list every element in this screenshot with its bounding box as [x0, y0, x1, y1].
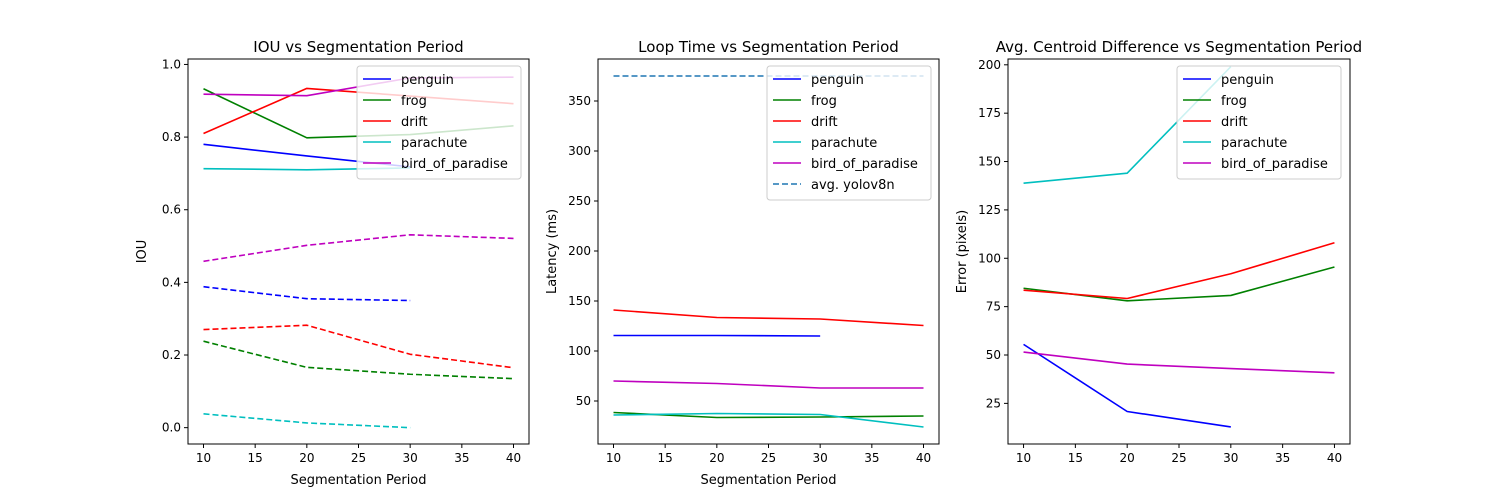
legend-label: avg. yolov8n [811, 178, 895, 193]
x-tick-label: 30 [1223, 451, 1238, 465]
legend-label: penguin [401, 73, 454, 88]
x-tick-label: 20 [709, 451, 724, 465]
x-tick-label: 30 [813, 451, 828, 465]
y-tick-label: 350 [568, 94, 591, 108]
legend-label: drift [811, 115, 838, 130]
y-tick-label: 250 [568, 194, 591, 208]
legend-label: bird_of_paradise [811, 157, 918, 172]
series-line-frog [1023, 266, 1335, 302]
y-tick-label: 0.4 [162, 275, 181, 289]
chart-title: Avg. Centroid Difference vs Segmentation… [996, 38, 1362, 56]
x-tick-label: 25 [761, 451, 776, 465]
y-tick-label: 125 [978, 203, 1001, 217]
x-tick-label: 20 [299, 451, 314, 465]
y-axis-label: Error (pixels) [955, 210, 970, 294]
y-axis-label: IOU [135, 240, 150, 264]
series-line-bird-of-paradise [613, 380, 924, 389]
legend-label: penguin [811, 73, 864, 88]
series-line-penguin [613, 334, 821, 337]
x-tick-label: 15 [1068, 451, 1083, 465]
x-tick-label: 40 [506, 451, 521, 465]
x-axis-label: Segmentation Period [290, 473, 426, 488]
subplot-1: 10 15 20 25 30 35 40 0.0 0.2 0.4 0.6 0.8 1.0 IOU vs S… [135, 38, 530, 488]
x-tick-label: 35 [454, 451, 469, 465]
y-tick-label: 0.6 [162, 203, 181, 217]
x-tick-label: 15 [658, 451, 673, 465]
x-tick-label: 35 [1275, 451, 1290, 465]
series-line-dashed-6 [203, 340, 514, 380]
y-tick-label: 1.0 [162, 57, 181, 71]
legend-label: parachute [811, 136, 877, 151]
series-line-dashed-7 [203, 324, 514, 369]
legend-label: frog [811, 94, 837, 109]
x-tick-label: 35 [864, 451, 879, 465]
series-line-penguin [1023, 343, 1231, 428]
y-tick-label: 0.8 [162, 130, 181, 144]
x-tick-label: 15 [248, 451, 263, 465]
y-tick-label: 100 [568, 344, 591, 358]
x-tick-label: 10 [196, 451, 211, 465]
legend-label: drift [401, 115, 428, 130]
y-axis-label: Latency (ms) [545, 209, 560, 294]
subplot-2: 10 15 20 25 30 35 40 50 100 150 200 250 300 350 Loop T… [545, 38, 940, 488]
legend-label: bird_of_paradise [1221, 157, 1328, 172]
legend-label: frog [401, 94, 427, 109]
series-line-drift [1023, 242, 1335, 300]
y-tick-label: 175 [978, 106, 1001, 120]
series-line-dashed-8 [203, 413, 411, 429]
y-tick-label: 150 [568, 294, 591, 308]
legend-box [356, 65, 522, 180]
x-tick-label: 25 [351, 451, 366, 465]
x-tick-label: 30 [403, 451, 418, 465]
legend: penguin frog drift parachute bird_of_paradis… [1176, 65, 1342, 180]
chart-title: IOU vs Segmentation Period [253, 38, 463, 56]
subplot-3: 10 15 20 25 30 35 40 25 50 75 100 125 150 175 200 Avg. … [955, 38, 1362, 465]
series-line-dashed-5 [203, 285, 411, 302]
legend-label: bird_of_paradise [401, 157, 508, 172]
legend-label: penguin [1221, 73, 1274, 88]
y-tick-label: 200 [978, 58, 1001, 72]
legend: penguin frog drift parachute bird_of_paradis… [766, 65, 932, 201]
y-tick-label: 150 [978, 155, 1001, 169]
x-tick-label: 40 [1327, 451, 1342, 465]
series-line-bird-of-paradise [1023, 351, 1335, 374]
legend-label: drift [1221, 115, 1248, 130]
series-line-dashed-9 [203, 233, 514, 263]
legend-label: parachute [401, 136, 467, 151]
legend-label: frog [1221, 94, 1247, 109]
x-tick-label: 10 [1016, 451, 1031, 465]
x-tick-label: 20 [1120, 451, 1135, 465]
y-tick-label: 0.0 [162, 421, 181, 435]
x-axis-label: Segmentation Period [700, 473, 836, 488]
x-tick-label: 25 [1171, 451, 1186, 465]
y-tick-label: 25 [986, 396, 1001, 410]
y-tick-label: 75 [986, 300, 1001, 314]
legend-box [766, 65, 932, 201]
legend-label: parachute [1221, 136, 1287, 151]
y-tick-label: 0.2 [162, 348, 181, 362]
legend-box [1176, 65, 1342, 180]
series-line-drift [613, 309, 924, 327]
legend: penguin frog drift parachute bird_of_paradis… [356, 65, 522, 180]
y-tick-label: 100 [978, 251, 1001, 265]
series-line-parachute [613, 412, 924, 428]
y-tick-label: 50 [576, 394, 591, 408]
y-tick-label: 200 [568, 244, 591, 258]
x-tick-label: 40 [916, 451, 931, 465]
y-tick-label: 50 [986, 348, 1001, 362]
chart-title: Loop Time vs Segmentation Period [638, 38, 899, 56]
y-tick-label: 300 [568, 144, 591, 158]
x-tick-label: 10 [606, 451, 621, 465]
